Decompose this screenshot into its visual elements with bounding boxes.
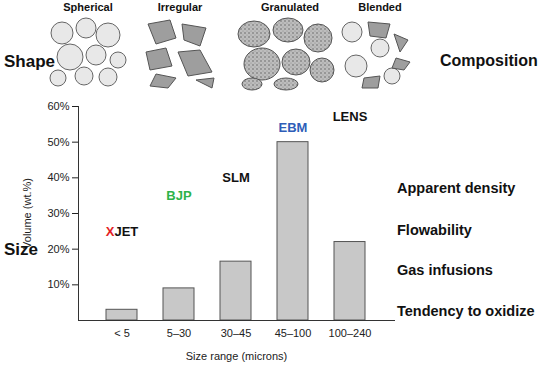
svg-text:60%: 60% [47, 100, 69, 112]
html-text:Size: Size [4, 240, 38, 259]
html-text:Irregular: Irregular [157, 1, 203, 13]
html-text:Shape: Shape [4, 52, 55, 71]
svg-text:30–45: 30–45 [221, 327, 252, 339]
html-text:Flowability: Flowability [397, 222, 472, 238]
html-text:Granulated: Granulated [261, 1, 319, 13]
svg-text:50%: 50% [47, 136, 69, 148]
svg-text:10%: 10% [47, 278, 69, 290]
svg-text:X: X [106, 223, 115, 238]
html-text:Gas infusions: Gas infusions [397, 262, 493, 278]
svg-text:EBM: EBM [279, 120, 308, 135]
svg-text:30%: 30% [47, 207, 69, 219]
html-text:Composition: Composition [440, 52, 538, 69]
svg-text:JET: JET [114, 223, 138, 238]
svg-text:45–100: 45–100 [275, 327, 312, 339]
svg-text:40%: 40% [47, 171, 69, 183]
svg-text:LENS: LENS [333, 109, 368, 124]
html-text:Apparent density: Apparent density [397, 180, 516, 196]
svg-text:< 5: < 5 [114, 327, 130, 339]
svg-text:Size range (microns): Size range (microns) [186, 350, 287, 362]
svg-text:20%: 20% [47, 243, 69, 255]
svg-text:5–30: 5–30 [167, 327, 191, 339]
svg-text:Volume (wt.%): Volume (wt.%) [21, 178, 33, 249]
html-text:Spherical: Spherical [63, 1, 113, 13]
svg-text:BJP: BJP [166, 188, 192, 203]
svg-text:SLM: SLM [222, 170, 249, 185]
html-text:Tendency to oxidize: Tendency to oxidize [397, 303, 535, 319]
svg-text:100–240: 100–240 [329, 327, 372, 339]
html-text:Blended: Blended [358, 1, 402, 13]
